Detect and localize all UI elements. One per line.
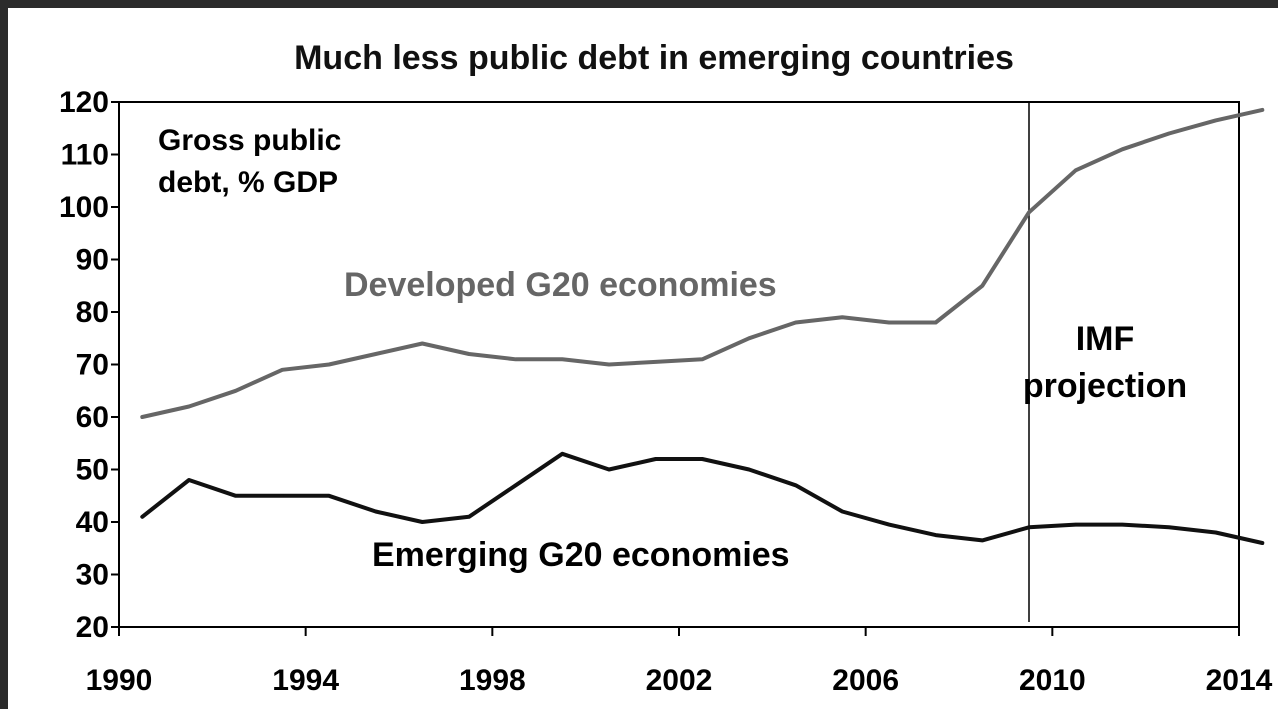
- data-point: [560, 452, 564, 456]
- y-tick-label: 40: [76, 506, 109, 539]
- x-tick-label: 1998: [459, 664, 526, 697]
- data-point: [187, 405, 191, 408]
- data-point: [514, 483, 518, 487]
- line-chart: Much less public debt in emerging countr…: [59, 39, 1273, 697]
- data-point: [140, 415, 144, 419]
- data-point: [374, 352, 378, 356]
- data-point: [607, 468, 611, 471]
- x-tick-label: 2006: [832, 664, 899, 697]
- data-point: [1120, 523, 1124, 527]
- data-point: [1214, 118, 1218, 122]
- data-point: [1260, 541, 1264, 545]
- data-point: [934, 533, 938, 537]
- series-line-emerging: [140, 451, 1265, 545]
- data-point: [420, 520, 424, 524]
- data-point: [234, 389, 238, 393]
- x-tick-label: 1994: [272, 664, 339, 697]
- data-point: [887, 523, 891, 527]
- data-point: [700, 457, 704, 461]
- data-point: [234, 494, 238, 498]
- unit-label-line2: debt, % GDP: [158, 166, 338, 199]
- data-point: [607, 363, 611, 366]
- data-point: [1214, 531, 1218, 534]
- data-point: [467, 352, 471, 356]
- y-tick-label: 100: [59, 191, 109, 224]
- data-point: [934, 321, 938, 324]
- data-point: [794, 483, 798, 487]
- chart-title: Much less public debt in emerging countr…: [294, 39, 1014, 77]
- data-point: [980, 538, 984, 542]
- x-tick-label: 1990: [86, 664, 153, 697]
- data-point: [187, 478, 191, 482]
- y-tick-label: 110: [61, 139, 109, 172]
- y-tick-label: 120: [59, 86, 109, 119]
- data-point: [747, 336, 751, 340]
- series-label-emerging: Emerging G20 economies: [372, 536, 790, 574]
- x-tick-label: 2014: [1206, 664, 1273, 697]
- data-point: [980, 284, 984, 288]
- data-point: [1167, 525, 1171, 529]
- data-point: [374, 510, 378, 513]
- data-point: [560, 357, 564, 361]
- data-point: [327, 363, 331, 366]
- data-point: [514, 357, 518, 361]
- data-point: [887, 321, 891, 324]
- data-point: [1074, 523, 1078, 527]
- data-point: [1260, 108, 1264, 112]
- chart-frame: Much less public debt in emerging countr…: [8, 8, 1278, 709]
- y-tick-label: 50: [76, 454, 109, 487]
- data-point: [747, 468, 751, 471]
- x-tick-label: 2010: [1019, 664, 1086, 697]
- data-point: [840, 315, 844, 319]
- data-point: [654, 457, 658, 461]
- projection-label-line2: projection: [1023, 367, 1187, 405]
- y-tick-label: 30: [76, 559, 109, 592]
- data-point: [467, 515, 471, 519]
- data-point: [140, 515, 144, 519]
- data-point: [280, 494, 284, 498]
- x-tick-label: 2002: [646, 664, 713, 697]
- data-point: [1027, 210, 1031, 214]
- data-point: [654, 360, 658, 364]
- data-point: [1027, 525, 1031, 529]
- y-tick-label: 20: [76, 611, 109, 644]
- data-point: [840, 510, 844, 513]
- y-tick-label: 70: [76, 349, 109, 382]
- series-label-developed: Developed G20 economies: [344, 266, 777, 304]
- y-tick-label: 80: [76, 296, 109, 329]
- data-point: [420, 342, 424, 345]
- data-point: [1120, 147, 1124, 151]
- data-point: [327, 494, 331, 498]
- y-tick-label: 60: [76, 401, 109, 434]
- data-point: [1167, 132, 1171, 135]
- data-point: [1074, 168, 1078, 172]
- data-point: [280, 368, 284, 372]
- data-point: [794, 321, 798, 324]
- data-point: [700, 357, 704, 361]
- projection-label-line1: IMF: [1076, 320, 1135, 358]
- y-tick-label: 90: [76, 244, 109, 277]
- unit-label-line1: Gross public: [158, 124, 341, 157]
